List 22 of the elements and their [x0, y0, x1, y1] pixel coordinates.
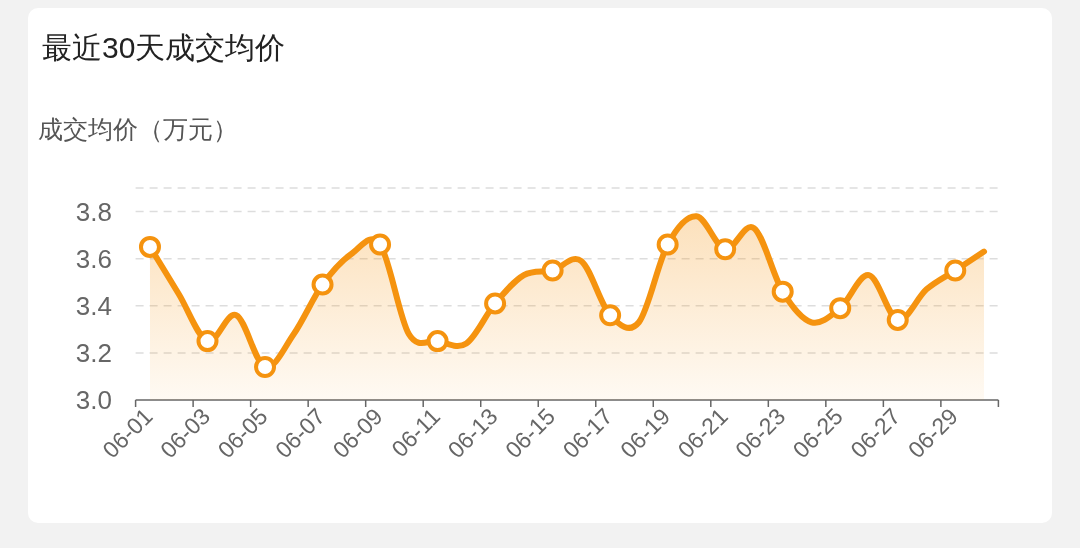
- point: [196, 330, 219, 353]
- point: [599, 304, 622, 327]
- point: [369, 233, 392, 256]
- point: [541, 259, 564, 282]
- point: [484, 292, 507, 315]
- chart-title: 最近30天成交均价: [42, 31, 286, 64]
- point: [254, 356, 277, 379]
- y-tick-label: 3.6: [75, 243, 112, 274]
- point: [138, 235, 161, 258]
- point: [829, 297, 852, 320]
- point: [886, 308, 909, 331]
- point: [714, 238, 737, 261]
- y-tick-label: 3.4: [75, 290, 112, 321]
- point: [656, 233, 679, 256]
- point: [426, 330, 449, 353]
- y-axis-title: 成交均价（万元）: [38, 115, 238, 143]
- point: [944, 259, 967, 282]
- point: [311, 273, 334, 296]
- y-tick-label: 3.2: [75, 337, 112, 368]
- y-tick-label: 3.8: [75, 196, 112, 227]
- y-tick-label: 3.0: [75, 385, 112, 415]
- point: [771, 280, 794, 303]
